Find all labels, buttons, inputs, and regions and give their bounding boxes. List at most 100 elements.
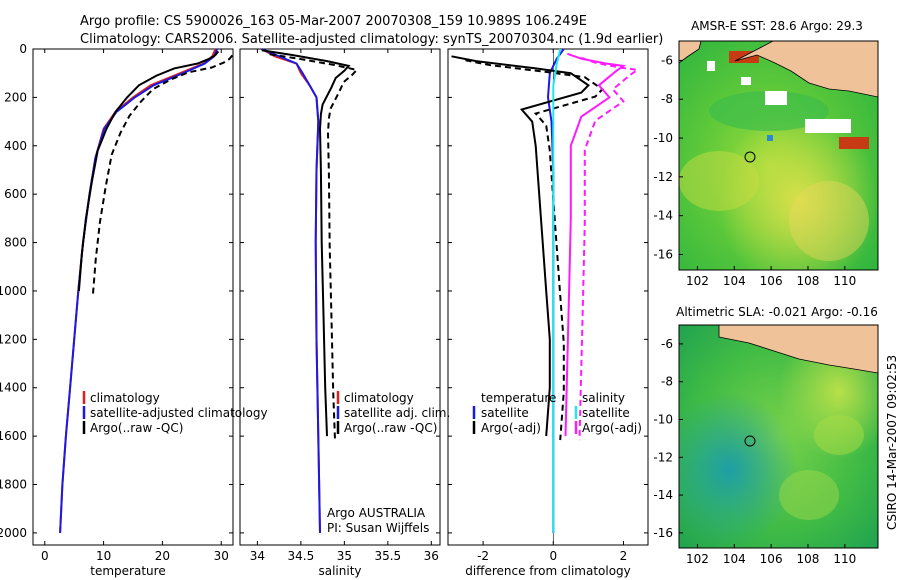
x-tick-label: 35 bbox=[337, 549, 352, 563]
argo-annotation-line2: PI: Susan Wijffels bbox=[327, 521, 429, 535]
x-tick-label: 34.5 bbox=[288, 549, 315, 563]
sla-map: Altimetric SLA: -0.021 Argo: -0.16 102 10… bbox=[653, 305, 879, 566]
legend-label-temp-argo: Argo(-adj) bbox=[481, 421, 541, 435]
series-line-adjusted bbox=[91, 54, 234, 296]
legend-label-sal-argo: Argo(-adj) bbox=[582, 421, 642, 435]
y-tick-label: 600 bbox=[4, 187, 27, 201]
map-y-tick-label: -12 bbox=[653, 170, 673, 184]
x-tick-label: 0 bbox=[41, 549, 49, 563]
map-x-tick-label: 104 bbox=[723, 274, 746, 288]
y-tick-label: 800 bbox=[4, 236, 27, 250]
series-line bbox=[546, 48, 565, 533]
map-x-tick-label: 110 bbox=[833, 274, 856, 288]
x-tick-label: 20 bbox=[155, 549, 170, 563]
y-tick-label: 2000 bbox=[0, 526, 27, 540]
map-x-tick-label: 106 bbox=[760, 552, 783, 566]
x-tick-label: 0 bbox=[549, 549, 557, 563]
temperature-ticks: 0 10 20 30 0 200 400 600 800 1000 1200 1400 1600 1800… bbox=[0, 42, 233, 563]
y-tick-label: 200 bbox=[4, 90, 27, 104]
map-y-tick-label: -6 bbox=[661, 53, 673, 67]
sla-map-frame bbox=[678, 324, 879, 549]
map-y-tick-label: -8 bbox=[661, 375, 673, 389]
series-line bbox=[261, 48, 321, 533]
salinity-panel: 34 34.5 35 35.5 36 salinity climatology sate… bbox=[239, 48, 450, 578]
x-tick-label: 36 bbox=[424, 549, 439, 563]
legend-label-argo: Argo(..raw -QC) bbox=[344, 421, 437, 435]
y-tick-label: 400 bbox=[4, 139, 27, 153]
salinity-profiles bbox=[261, 48, 359, 533]
map-y-tick-label: -12 bbox=[653, 450, 673, 464]
series-line-adjusted bbox=[269, 53, 359, 441]
salinity-ticks: 34 34.5 35 35.5 36 bbox=[240, 48, 440, 563]
legend-label-argo: Argo(..raw -QC) bbox=[90, 421, 183, 435]
x-tick-label: 34 bbox=[250, 549, 265, 563]
y-tick-label: 1000 bbox=[0, 284, 27, 298]
temperature-legend: climatology satellite-adjusted climatolo… bbox=[82, 391, 268, 435]
temperature-xlabel: temperature bbox=[90, 564, 165, 578]
legend-label-sal-satellite: satellite bbox=[582, 406, 630, 420]
salinity-xlabel: salinity bbox=[318, 564, 361, 578]
x-tick-label: 30 bbox=[214, 549, 229, 563]
header-line1: Argo profile: CS 5900026_163 05-Mar-2007… bbox=[80, 14, 587, 29]
temperature-profiles bbox=[59, 48, 234, 533]
legend-heading-salinity: salinity bbox=[582, 391, 625, 405]
y-tick-label: 1600 bbox=[0, 429, 27, 443]
sst-map-frame bbox=[678, 40, 879, 271]
map-x-tick-label: 104 bbox=[723, 552, 746, 566]
map-x-tick-label: 106 bbox=[760, 274, 783, 288]
y-tick-label: 1200 bbox=[0, 332, 27, 346]
difference-panel: -2 0 2 difference from climatology tempera… bbox=[447, 48, 649, 578]
difference-ticks: -2 0 2 bbox=[448, 48, 648, 563]
sla-map-ticks: 102 104 106 108 110 -6 -8 -10 -12 -14 -16 bbox=[653, 337, 856, 566]
series-line bbox=[451, 55, 590, 437]
map-y-tick-label: -10 bbox=[653, 131, 673, 145]
x-tick-label: 35.5 bbox=[374, 549, 401, 563]
sst-map-title: AMSR-E SST: 28.6 Argo: 29.3 bbox=[691, 19, 863, 33]
sst-map-ticks: 102 104 106 108 110 -6 -8 -10 -12 -14 -16 bbox=[653, 53, 856, 288]
temperature-axes-frame bbox=[32, 48, 234, 546]
sst-map: AMSR-E SST: 28.6 Argo: 29.3 102 104 106 108… bbox=[653, 19, 879, 288]
x-tick-label: -2 bbox=[477, 549, 489, 563]
series-line bbox=[77, 50, 220, 292]
series-line bbox=[59, 48, 217, 533]
series-line bbox=[261, 48, 321, 533]
map-y-tick-label: -16 bbox=[653, 526, 673, 540]
map-y-tick-label: -14 bbox=[653, 209, 673, 223]
series-line-adjusted bbox=[578, 56, 641, 441]
x-tick-label: 10 bbox=[96, 549, 111, 563]
map-y-tick-label: -10 bbox=[653, 412, 673, 426]
difference-profiles bbox=[451, 48, 641, 545]
difference-axes-frame bbox=[447, 48, 649, 546]
series-line-adjusted bbox=[465, 59, 604, 441]
difference-legend: temperature satellite Argo(-adj) salinit… bbox=[472, 391, 642, 435]
legend-heading-temperature: temperature bbox=[481, 391, 556, 405]
map-x-tick-label: 102 bbox=[686, 552, 709, 566]
legend-label-climatology: climatology bbox=[90, 391, 160, 405]
y-tick-label: 0 bbox=[19, 42, 27, 56]
series-line bbox=[59, 48, 219, 533]
y-tick-label: 1800 bbox=[0, 478, 27, 492]
x-tick-label: 2 bbox=[620, 549, 628, 563]
series-line bbox=[261, 49, 351, 437]
legend-label-satellite-adjusted: satellite-adjusted climatology bbox=[90, 406, 268, 420]
map-x-tick-label: 108 bbox=[797, 552, 820, 566]
series-line bbox=[552, 48, 562, 533]
difference-xlabel: difference from climatology bbox=[465, 564, 631, 578]
legend-label-satellite: satellite adj. clim. bbox=[344, 406, 450, 420]
map-x-tick-label: 102 bbox=[686, 274, 709, 288]
header-line2: Climatology: CARS2006. Satellite-adjuste… bbox=[80, 32, 663, 47]
legend-label-climatology: climatology bbox=[344, 391, 414, 405]
map-y-tick-label: -16 bbox=[653, 247, 673, 261]
map-y-tick-label: -8 bbox=[661, 92, 673, 106]
temperature-panel: 0 10 20 30 0 200 400 600 800 1000 1200 1400 1600 1800… bbox=[0, 42, 268, 578]
map-x-tick-label: 108 bbox=[797, 274, 820, 288]
map-y-tick-label: -14 bbox=[653, 488, 673, 502]
argo-annotation-line1: Argo AUSTRALIA bbox=[327, 506, 426, 520]
sla-map-field bbox=[679, 325, 878, 548]
sla-map-title: Altimetric SLA: -0.021 Argo: -0.16 bbox=[676, 305, 878, 319]
salinity-legend: climatology satellite adj. clim. Argo(..… bbox=[336, 391, 450, 435]
legend-label-temp-satellite: satellite bbox=[481, 406, 529, 420]
salinity-axes-frame bbox=[239, 48, 441, 546]
map-x-tick-label: 110 bbox=[833, 552, 856, 566]
